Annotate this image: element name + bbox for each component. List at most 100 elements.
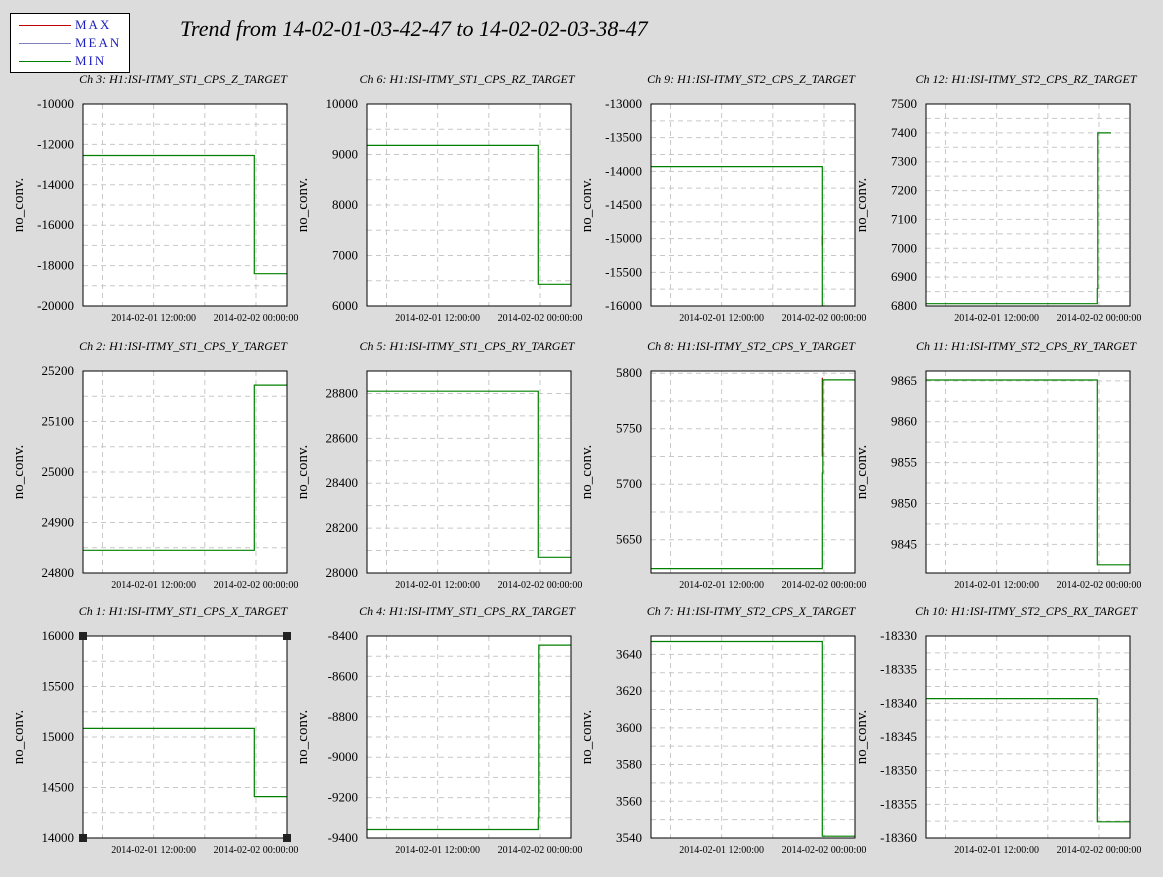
- selection-handle: [79, 834, 87, 842]
- y-tick-label: 3640: [616, 646, 642, 661]
- y-tick-label: 24800: [42, 565, 75, 580]
- y-tick-label: -20000: [37, 298, 74, 313]
- x-tick-label: 2014-02-01 12:00:00: [679, 845, 764, 856]
- x-tick-label: 2014-02-02 00:00:00: [498, 580, 583, 591]
- plot-area: [926, 371, 1130, 573]
- legend-label-min: MIN: [75, 53, 107, 68]
- series-line-min: [83, 727, 287, 798]
- y-axis-label: no_conv.: [11, 445, 27, 499]
- y-tick-label: 25100: [42, 414, 75, 429]
- series-line-min: [83, 154, 287, 275]
- chart-panel: 28800 28600 28400 28200 28000 2014-02-01 12:0…: [295, 339, 582, 591]
- y-tick-label: -18330: [880, 628, 917, 643]
- plot-frame: [82, 103, 288, 307]
- y-tick-label: -18345: [880, 729, 917, 744]
- y-tick-label: 7100: [891, 211, 917, 226]
- x-tick-label: 2014-02-01 12:00:00: [679, 580, 764, 591]
- chart-panel: -8400 -8600 -8800 -9000 -9200 -9400 2014-02-01…: [295, 604, 582, 856]
- chart-panel: 5800 5750 5700 5650 2014-02-01 12:00:00 2014-…: [579, 339, 866, 591]
- x-tick-label: 2014-02-02 00:00:00: [1057, 580, 1142, 591]
- chart-panel: 10000 9000 8000 7000 6000 2014-02-01 12:00:00…: [295, 72, 582, 324]
- y-tick-label: 7000: [332, 248, 358, 263]
- y-tick-label: 6000: [332, 298, 358, 313]
- y-tick-label: -14000: [605, 163, 642, 178]
- legend-line-mean: [19, 43, 71, 44]
- plot-frame: [82, 635, 288, 839]
- x-tick-label: 2014-02-01 12:00:00: [395, 580, 480, 591]
- y-tick-label: 14000: [42, 830, 75, 845]
- y-tick-label: 7400: [891, 125, 917, 140]
- x-tick-label: 2014-02-02 00:00:00: [498, 845, 583, 856]
- y-tick-label: -18355: [880, 796, 917, 811]
- y-tick-label: 7200: [891, 183, 917, 198]
- series-line-min: [651, 166, 823, 306]
- plot-frame: [366, 635, 572, 839]
- y-tick-label: 7000: [891, 240, 917, 255]
- y-tick-label: 5800: [616, 365, 642, 380]
- y-tick-label: 3560: [616, 793, 642, 808]
- y-tick-label: -13000: [605, 96, 642, 111]
- x-tick-label: 2014-02-01 12:00:00: [954, 845, 1039, 856]
- y-tick-label: 9000: [332, 147, 358, 162]
- y-tick-label: -18000: [37, 258, 74, 273]
- y-tick-label: 14500: [42, 780, 75, 795]
- y-tick-label: 5750: [616, 421, 642, 436]
- plot-frame: [650, 370, 856, 574]
- selection-handle: [79, 632, 87, 640]
- y-axis-label: no_conv.: [854, 178, 870, 232]
- plot-frame: [82, 370, 288, 574]
- y-tick-label: 15500: [42, 679, 75, 694]
- chart-title: Ch 8: H1:ISI-ITMY_ST2_CPS_Y_TARGET: [647, 339, 856, 353]
- legend-line-min: [19, 61, 71, 62]
- y-axis-label: no_conv.: [579, 710, 595, 764]
- y-tick-label: 7300: [891, 154, 917, 169]
- y-tick-label: -8600: [328, 668, 358, 683]
- x-tick-label: 2014-02-02 00:00:00: [782, 580, 867, 591]
- y-tick-label: 28800: [326, 385, 359, 400]
- x-tick-label: 2014-02-01 12:00:00: [111, 313, 196, 324]
- y-tick-label: 10000: [326, 96, 359, 111]
- plot-area: [651, 636, 855, 838]
- y-axis-label: no_conv.: [11, 178, 27, 232]
- y-tick-label: 3600: [616, 720, 642, 735]
- y-tick-label: -15000: [605, 231, 642, 246]
- x-tick-label: 2014-02-01 12:00:00: [954, 313, 1039, 324]
- selection-handle: [283, 632, 291, 640]
- y-tick-label: -10000: [37, 96, 74, 111]
- legend-label-mean: MEAN: [75, 35, 122, 50]
- plot-frame: [650, 635, 856, 839]
- chart-title: Ch 7: H1:ISI-ITMY_ST2_CPS_X_TARGET: [647, 604, 857, 618]
- x-tick-label: 2014-02-02 00:00:00: [782, 845, 867, 856]
- y-axis-label: no_conv.: [854, 445, 870, 499]
- y-tick-label: -9200: [328, 790, 358, 805]
- y-tick-label: -18350: [880, 763, 917, 778]
- y-tick-label: 28400: [326, 475, 359, 490]
- x-tick-label: 2014-02-02 00:00:00: [214, 845, 299, 856]
- x-tick-label: 2014-02-02 00:00:00: [214, 313, 299, 324]
- y-axis-label: no_conv.: [579, 445, 595, 499]
- y-tick-label: -18335: [880, 662, 917, 677]
- y-tick-label: -9000: [328, 749, 358, 764]
- y-tick-label: 9865: [891, 373, 917, 388]
- y-tick-label: -14500: [605, 197, 642, 212]
- y-tick-label: -16000: [605, 298, 642, 313]
- y-tick-label: 28200: [326, 520, 359, 535]
- y-tick-label: 9855: [891, 455, 917, 470]
- legend: MAX MEAN MIN: [10, 13, 130, 73]
- y-tick-label: -14000: [37, 177, 74, 192]
- x-tick-label: 2014-02-02 00:00:00: [498, 313, 583, 324]
- chart-title: Ch 9: H1:ISI-ITMY_ST2_CPS_Z_TARGET: [647, 72, 856, 86]
- y-tick-label: 3540: [616, 830, 642, 845]
- series-line-min: [367, 644, 571, 831]
- y-tick-label: 5650: [616, 532, 642, 547]
- x-tick-label: 2014-02-01 12:00:00: [954, 580, 1039, 591]
- y-tick-label: -8400: [328, 628, 358, 643]
- plot-area: [367, 371, 571, 573]
- series-line-min: [367, 390, 571, 558]
- chart-panel: -18330 -18335 -18340 -18345 -18350 -18355 -183…: [854, 604, 1141, 856]
- chart-title: Ch 12: H1:ISI-ITMY_ST2_CPS_RZ_TARGET: [915, 72, 1137, 86]
- chart-title: Ch 4: H1:ISI-ITMY_ST1_CPS_RX_TARGET: [359, 604, 576, 618]
- x-tick-label: 2014-02-01 12:00:00: [111, 845, 196, 856]
- chart-panel: 3640 3620 3600 3580 3560 3540 2014-02-01 12:00…: [579, 604, 866, 856]
- y-tick-label: 6900: [891, 269, 917, 284]
